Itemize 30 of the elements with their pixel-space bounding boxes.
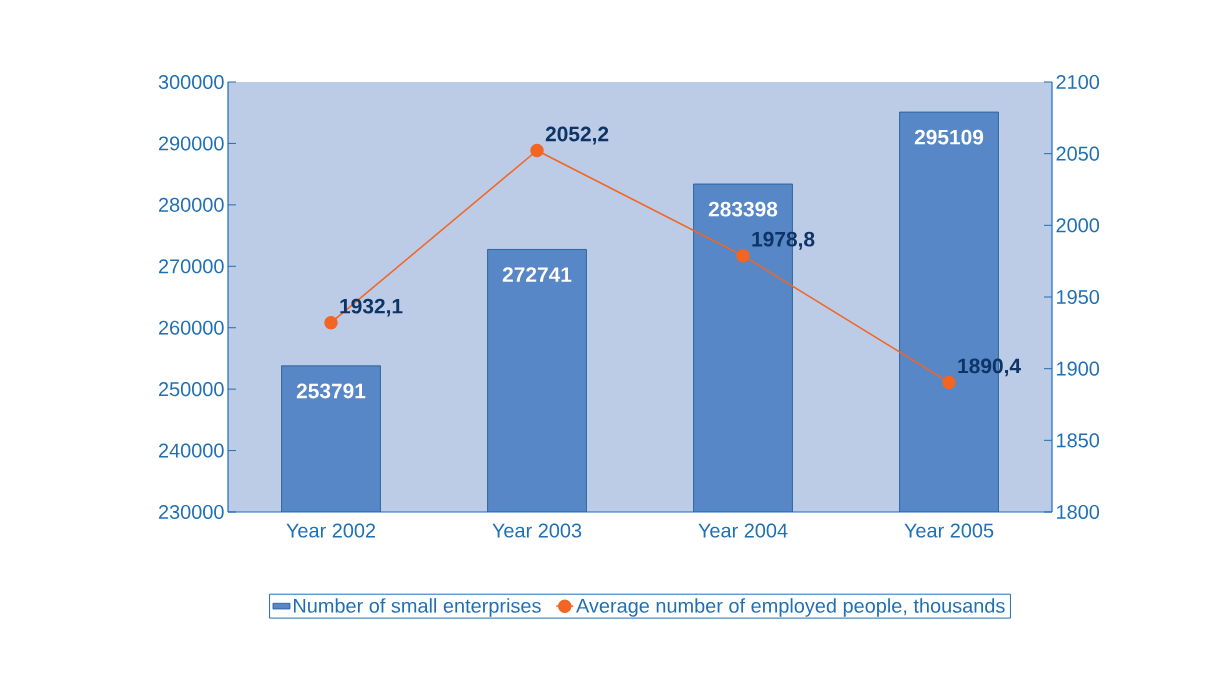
legend-label: Average number of employed people, thousands [576,598,1005,617]
y2-tick-label: 2000 [1056,218,1100,233]
y-tick-label: 240000 [158,443,224,458]
y2-tick-label: 2100 [1056,74,1100,90]
data-label: 272741 [502,267,572,282]
y2-tick-label: 1800 [1057,504,1100,520]
legend-label: Number of small enterprises [294,598,541,617]
data-label: 295109 [914,129,984,145]
y-tick-label: 250000 [158,382,224,397]
y-tick-label: 300000 [158,74,224,90]
y2-tick-label: 1900 [1057,361,1100,376]
point [530,143,544,158]
y-tick-label: 270000 [158,259,224,274]
y2-tick-label: 1950 [1057,289,1100,305]
point [324,315,338,330]
y-tick-label: 230000 [158,504,224,520]
y-tick-label: 280000 [158,197,224,212]
y2-tick-label: 2050 [1056,146,1100,161]
data-label: 283398 [708,201,778,217]
x-tick-label: Year 2003 [492,523,582,538]
data-label: 2052,2 [545,126,609,145]
point [736,248,750,263]
data-label: 253791 [296,383,366,399]
x-tick-label: Year 2004 [698,523,788,538]
x-tick-label: Year 2005 [904,523,994,538]
point [942,375,956,390]
y-tick-label: 260000 [158,320,224,335]
y2-tick-label: 1850 [1057,433,1100,448]
y-tick-label: 290000 [158,136,224,151]
x-tick-label: Year 2002 [286,523,376,538]
